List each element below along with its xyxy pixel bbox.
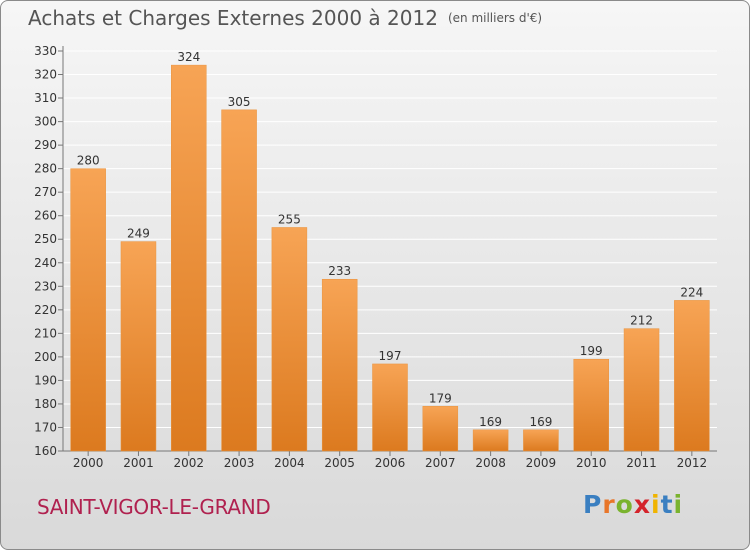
chart-unit-label: (en milliers d'€) xyxy=(447,11,543,25)
y-tick-label: 290 xyxy=(34,138,57,152)
place-name: SAINT-VIGOR-LE-GRAND xyxy=(37,495,271,519)
x-tick-label: 2008 xyxy=(475,456,506,470)
bar-value-label: 179 xyxy=(429,391,452,405)
bar xyxy=(422,406,459,452)
y-tick-label: 300 xyxy=(34,115,57,129)
x-tick-label: 2007 xyxy=(425,456,456,470)
y-tick-label: 320 xyxy=(34,68,57,82)
y-tick-label: 200 xyxy=(34,350,57,364)
bars xyxy=(70,64,710,452)
logo-letter: i xyxy=(673,490,684,519)
x-tick-label: 2009 xyxy=(526,456,557,470)
x-tick-label: 2000 xyxy=(73,456,104,470)
chart-title-text: Achats et Charges Externes 2000 à 2012 xyxy=(28,6,438,30)
bar-value-label: 324 xyxy=(177,50,200,64)
bar xyxy=(221,109,257,452)
y-tick-label: 280 xyxy=(34,162,57,176)
bar xyxy=(120,241,157,452)
y-tick-label: 240 xyxy=(34,256,57,270)
x-tick-label: 2005 xyxy=(324,456,355,470)
y-tick-label: 180 xyxy=(34,397,57,411)
y-tick-label: 330 xyxy=(34,44,57,58)
bar-value-label: 169 xyxy=(479,415,502,429)
x-tick-label: 2004 xyxy=(274,456,305,470)
bar xyxy=(321,278,358,452)
bar-value-label: 197 xyxy=(379,349,402,363)
x-tick-label: 2001 xyxy=(123,456,154,470)
bar-value-label: 249 xyxy=(127,227,150,241)
y-tick-label: 190 xyxy=(34,373,57,387)
x-tick-label: 2010 xyxy=(576,456,607,470)
bar-value-label: 224 xyxy=(680,285,703,299)
y-tick-label: 270 xyxy=(34,185,57,199)
x-tick-label: 2006 xyxy=(375,456,406,470)
bar-value-label: 169 xyxy=(529,415,552,429)
logo-letter: o xyxy=(615,490,634,519)
bar xyxy=(70,168,106,452)
bar xyxy=(372,363,408,452)
bar-value-label: 212 xyxy=(630,314,653,328)
bar-value-label: 305 xyxy=(228,95,251,109)
logo-letter: r xyxy=(602,490,616,519)
x-tick-label: 2011 xyxy=(626,456,657,470)
bar xyxy=(523,429,559,452)
logo-letter: x xyxy=(633,490,651,519)
proxiti-logo[interactable]: Proxiti xyxy=(583,490,683,519)
x-tick-label: 2002 xyxy=(173,456,204,470)
x-tick-label: 2012 xyxy=(677,456,708,470)
logo-letter: t xyxy=(660,490,674,519)
bar-value-label: 255 xyxy=(278,212,301,226)
y-tick-label: 250 xyxy=(34,232,57,246)
y-tick-label: 310 xyxy=(34,91,57,105)
y-tick-label: 210 xyxy=(34,326,57,340)
x-tick-label: 2003 xyxy=(224,456,255,470)
y-tick-label: 260 xyxy=(34,209,57,223)
bar xyxy=(472,429,509,452)
y-tick-label: 160 xyxy=(34,444,57,458)
y-tick-label: 170 xyxy=(34,420,57,434)
bar xyxy=(674,300,710,452)
y-tick-label: 230 xyxy=(34,279,57,293)
bar xyxy=(271,227,308,452)
labels: 160 170 180 190 200 210 220 230 240 250 260 270 280 2… xyxy=(34,44,707,470)
bar-value-label: 233 xyxy=(328,264,351,278)
bar-value-label: 199 xyxy=(580,344,603,358)
bar-value-label: 280 xyxy=(77,154,100,168)
logo-letter: P xyxy=(583,490,603,519)
bar xyxy=(171,64,207,452)
bar xyxy=(623,328,660,452)
logo-letter: i xyxy=(651,490,661,519)
chart-title: Achats et Charges Externes 2000 à 2012 (e… xyxy=(28,6,542,30)
y-tick-label: 220 xyxy=(34,303,57,317)
bar xyxy=(573,358,609,452)
